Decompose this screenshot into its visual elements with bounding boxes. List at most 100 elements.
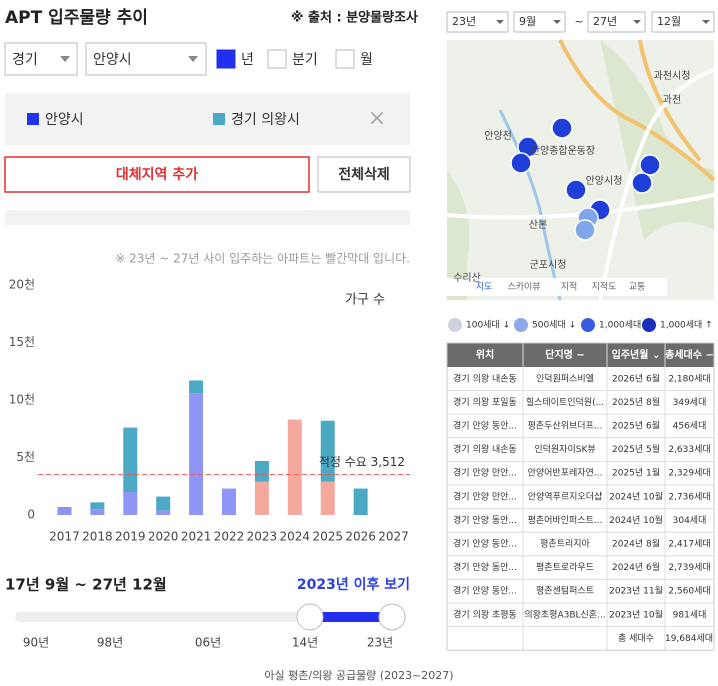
table-header: 위치 bbox=[476, 348, 494, 361]
map-road bbox=[598, 68, 715, 301]
bar-segment bbox=[287, 419, 302, 515]
table-cell: 평촌트로라우드 bbox=[536, 562, 594, 573]
x-tick-label: 2018 bbox=[82, 530, 113, 544]
table-cell: 349세대 bbox=[673, 397, 707, 408]
date-value: 23년 bbox=[452, 15, 476, 28]
slider-handle[interactable] bbox=[296, 603, 324, 631]
date-value: 12월 bbox=[657, 15, 681, 28]
add-button[interactable] bbox=[4, 156, 310, 193]
map-pin[interactable] bbox=[551, 117, 573, 139]
date-value: 27년 bbox=[593, 15, 617, 28]
bar-segment bbox=[90, 509, 105, 515]
map-river bbox=[498, 109, 562, 301]
map-pin[interactable] bbox=[510, 152, 532, 174]
table-cell: 2,180세대 bbox=[668, 373, 710, 384]
bar-segment bbox=[156, 496, 171, 511]
bar-segment bbox=[320, 481, 335, 515]
map-park bbox=[600, 40, 714, 240]
bar-segment bbox=[254, 460, 269, 482]
footer-total: 19,684세대 bbox=[665, 633, 713, 644]
table-cell: 경기 안양 동안... bbox=[453, 561, 517, 573]
divider bbox=[5, 210, 410, 225]
bar-segment bbox=[123, 427, 138, 492]
slider-label: 23년 bbox=[367, 636, 393, 650]
title: APT 입주물량 추이 bbox=[5, 8, 148, 28]
legend-pin bbox=[448, 318, 462, 332]
date-select[interactable] bbox=[651, 11, 715, 33]
caret bbox=[633, 20, 641, 24]
x-tick-label: 2023 bbox=[247, 530, 278, 544]
table-cell: 인덕원퍼스비엘 bbox=[536, 373, 594, 384]
map-label: 수리산 bbox=[453, 272, 481, 284]
range-text: 17년 9월 ~ 27년 12월 bbox=[5, 576, 167, 594]
y-tick-label: 5천 bbox=[16, 449, 35, 464]
legend-label: 경기 의왕시 bbox=[231, 112, 300, 128]
caret bbox=[496, 20, 504, 24]
slider-label: 14년 bbox=[292, 636, 318, 650]
table-cell: 경기 안양 만안... bbox=[453, 467, 517, 479]
x-tick-label: 2019 bbox=[115, 530, 146, 544]
map-label: 안양천 bbox=[484, 130, 512, 142]
bar-segment bbox=[353, 488, 368, 515]
caret bbox=[702, 20, 710, 24]
city-select[interactable] bbox=[85, 42, 207, 76]
map-tab: 지적도 bbox=[592, 281, 617, 293]
map-legend-label: 1,000세대 ↓ bbox=[599, 320, 652, 331]
clear-button[interactable] bbox=[317, 156, 411, 193]
x-tick-label: 2020 bbox=[148, 530, 179, 544]
table-header: 단지명 − bbox=[545, 348, 584, 361]
table-cell: 2,633세대 bbox=[668, 444, 710, 455]
table-cell: 2026년 6월 bbox=[612, 372, 660, 384]
date-value: 9월 bbox=[519, 15, 536, 28]
map-pin[interactable] bbox=[565, 179, 587, 201]
checkbox[interactable] bbox=[216, 49, 236, 69]
bar-segment bbox=[90, 502, 105, 510]
table-cell: 2025년 5월 bbox=[612, 443, 660, 455]
caret bbox=[553, 20, 561, 24]
slider-handle[interactable] bbox=[378, 603, 406, 631]
table-cell: 경기 의왕 내손동 bbox=[453, 443, 517, 455]
bar-segment bbox=[254, 481, 269, 515]
map-label: 안양종합운동장 bbox=[531, 145, 595, 157]
map[interactable] bbox=[446, 39, 716, 301]
map-label: 산본 bbox=[529, 219, 547, 231]
checkbox[interactable] bbox=[267, 49, 287, 69]
checkbox[interactable] bbox=[335, 49, 355, 69]
map-tab: 스카이뷰 bbox=[507, 282, 540, 293]
map-pin[interactable] bbox=[574, 219, 596, 241]
table-cell: 2,560세대 bbox=[668, 586, 710, 597]
table-cell: 2023년 10월 bbox=[609, 608, 663, 620]
y-label: 가구 수 bbox=[345, 293, 385, 308]
map-road bbox=[638, 39, 702, 162]
y-tick-label: 0 bbox=[27, 508, 35, 522]
map-label: 과천시청 bbox=[654, 70, 691, 82]
table-cell: 인덕원자이SK뷰 bbox=[534, 444, 595, 455]
table-header: 입주년월 ⌄ bbox=[612, 348, 661, 361]
legend-pin bbox=[581, 318, 595, 332]
period-label: 월 bbox=[360, 52, 373, 68]
date-select[interactable] bbox=[446, 11, 509, 33]
map-pin[interactable] bbox=[639, 154, 661, 176]
map-pin[interactable] bbox=[631, 172, 653, 194]
table-cell: 304세대 bbox=[673, 515, 707, 526]
legend-pin bbox=[514, 318, 528, 332]
x-tick-label: 2027 bbox=[378, 530, 409, 544]
table-cell: 경기 의왕 포일동 bbox=[453, 396, 517, 408]
date-sep: ~ bbox=[574, 15, 583, 28]
period-label: 년 bbox=[241, 52, 254, 68]
bar-segment bbox=[189, 380, 204, 394]
table-cell: 2,736세대 bbox=[668, 491, 710, 502]
bar-segment bbox=[222, 488, 236, 515]
table-cell: 경기 안양 동안... bbox=[453, 585, 517, 597]
date-select[interactable] bbox=[513, 11, 566, 33]
x-tick-label: 2021 bbox=[181, 530, 212, 544]
region-value: 경기 bbox=[12, 52, 38, 68]
slider-label: 06년 bbox=[195, 636, 221, 650]
date-select[interactable] bbox=[587, 11, 646, 33]
map-tab: 지적 bbox=[561, 281, 578, 293]
table-cell: 456세대 bbox=[673, 421, 707, 432]
map-tab: 교통 bbox=[629, 282, 646, 293]
table-cell: 2024년 6월 bbox=[612, 561, 660, 573]
slider-label: 90년 bbox=[23, 636, 49, 650]
